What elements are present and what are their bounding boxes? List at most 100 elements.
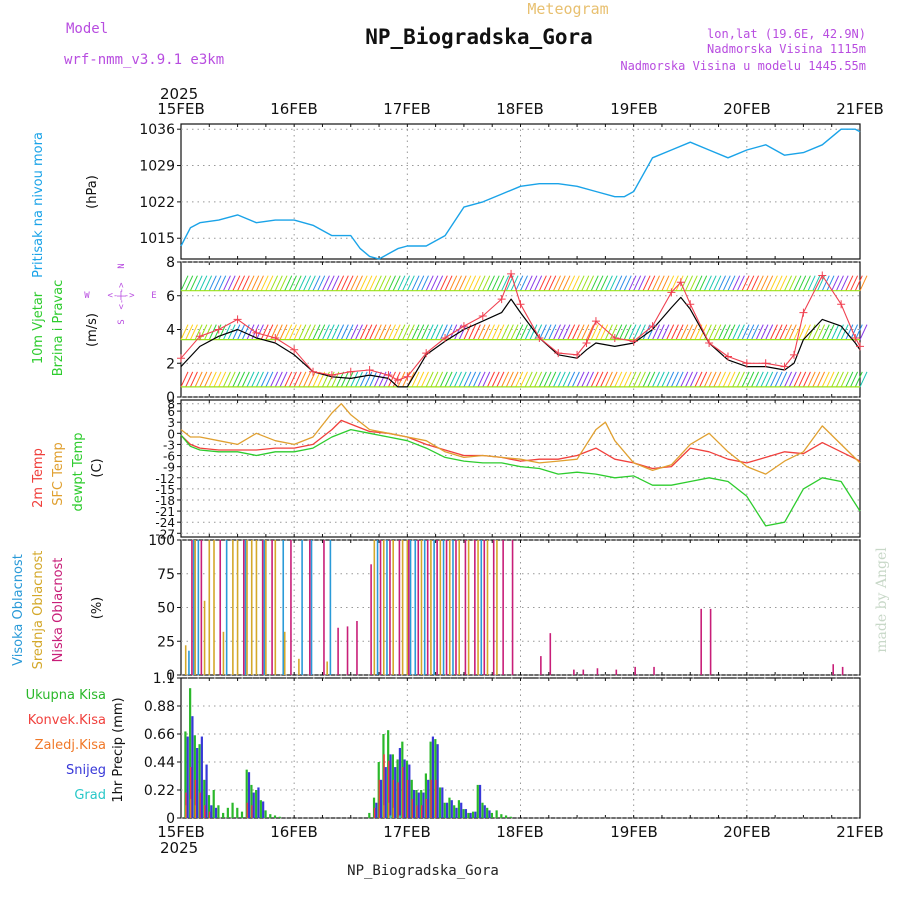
x-axis-bottom: 15FEB 16FEB 17FEB 18FEB 19FEB 20FEB 21FE… [157, 823, 883, 841]
wind-barb [746, 371, 755, 388]
wind-barb [576, 324, 585, 340]
precip-total-bar [410, 779, 413, 818]
precip-conv-bar [425, 798, 428, 818]
precip-snow-bar [450, 800, 453, 818]
y-tick-label: -9 [163, 461, 175, 475]
wind-barb [501, 324, 510, 340]
precip-total-bar [203, 779, 206, 818]
wind-gust-marker [403, 372, 412, 381]
y-tick-label: 100 [148, 533, 175, 549]
wind-barb [571, 324, 580, 340]
wind-barb [208, 371, 217, 388]
wind-barb [826, 324, 835, 340]
x-tick-label-top: 19FEB [610, 100, 657, 118]
wind-barb [642, 371, 651, 388]
wind-barb [741, 275, 750, 291]
precip-conv-bar [251, 805, 253, 818]
wind-barb [218, 324, 227, 340]
wind-gust-marker [290, 345, 299, 354]
precip-total-bar [231, 802, 234, 818]
wind-barb [454, 324, 462, 340]
wind-barb [232, 324, 241, 340]
wind-barb [670, 324, 679, 340]
wind-gust-marker [591, 317, 600, 326]
precip-conv-bar [189, 767, 192, 818]
wind-barb [529, 275, 538, 291]
wind-barb [802, 371, 811, 388]
wind-barb [454, 371, 462, 388]
precip-total-bar [184, 731, 187, 818]
wind-barb [548, 275, 557, 291]
wind-barb [284, 371, 293, 388]
wind-barb [661, 275, 670, 291]
wind-gust-marker [365, 366, 374, 374]
wind-barb [628, 324, 637, 340]
wind-barb [543, 371, 552, 388]
wind-barb [854, 324, 863, 340]
precip-total-bar [424, 773, 427, 818]
x-tick-label-bottom: 17FEB [383, 823, 430, 841]
precip-total-bar [490, 812, 494, 818]
wind-barb [439, 371, 448, 388]
wind-barb [562, 324, 571, 340]
wind-barb [270, 371, 279, 388]
precip-total-bar [264, 810, 267, 818]
wind-barb [840, 371, 849, 388]
precip-conv-bar [383, 754, 385, 818]
wind-barb [755, 324, 764, 340]
wind-barb [718, 275, 726, 291]
wind-barb [553, 371, 561, 388]
wind-gust-marker [507, 269, 516, 278]
wind-barb [345, 371, 354, 388]
precip-total-bar [443, 802, 446, 818]
wind-barb [708, 275, 717, 291]
precip-total-bar [448, 797, 451, 818]
precip-total-bar [471, 811, 475, 818]
wind-barb [345, 324, 354, 340]
wind-gust-marker [676, 278, 685, 287]
wind-barb [807, 371, 816, 388]
wind-barb [571, 371, 580, 388]
wind-barb [529, 371, 538, 388]
wind-barb [241, 275, 250, 291]
x-tick-label-bottom: 19FEB [610, 823, 657, 841]
wind-barb [713, 371, 722, 388]
wind-barb [821, 324, 830, 340]
precip-conv-bar [397, 782, 400, 818]
wind-barb [185, 371, 194, 388]
precip-snow-bar [394, 767, 397, 818]
elevation-text: Nadmorska Visina 1115m [707, 42, 866, 56]
precip-total-bar [245, 769, 248, 818]
wind-barb [732, 371, 741, 388]
y-tick-label: -21 [155, 505, 175, 519]
wind-barb [793, 275, 802, 291]
wind-barb [284, 275, 293, 291]
wind-barb [850, 371, 859, 388]
wind-barb [788, 275, 797, 291]
wind-gust-marker [441, 333, 450, 342]
wind-barb [199, 275, 208, 291]
x-tick-label-top: 18FEB [496, 100, 543, 118]
precip-snow-bar [205, 764, 208, 818]
wind-barb [670, 371, 679, 388]
wind-barb [298, 371, 307, 388]
wind-barb [279, 275, 288, 291]
x-tick-label-bottom: 18FEB [496, 823, 543, 841]
wind-barb [421, 371, 429, 388]
precip-total-bar [509, 816, 512, 818]
precip-snow-bar [379, 779, 383, 818]
wind-barb [340, 371, 349, 388]
y-tick-label: 0 [166, 390, 175, 406]
wind-barb [406, 275, 415, 291]
precip-total-bar [481, 802, 484, 818]
wind-barb [279, 324, 288, 340]
wind-barb [336, 324, 345, 340]
wind-gust-marker [610, 333, 619, 342]
wind-barb [237, 324, 246, 340]
wind-barb [553, 275, 561, 291]
precip-snow-bar [247, 772, 251, 818]
wind-barb [421, 324, 429, 340]
wind-barb [538, 324, 547, 340]
wind-barb [383, 371, 392, 388]
wind-barb [595, 371, 604, 388]
